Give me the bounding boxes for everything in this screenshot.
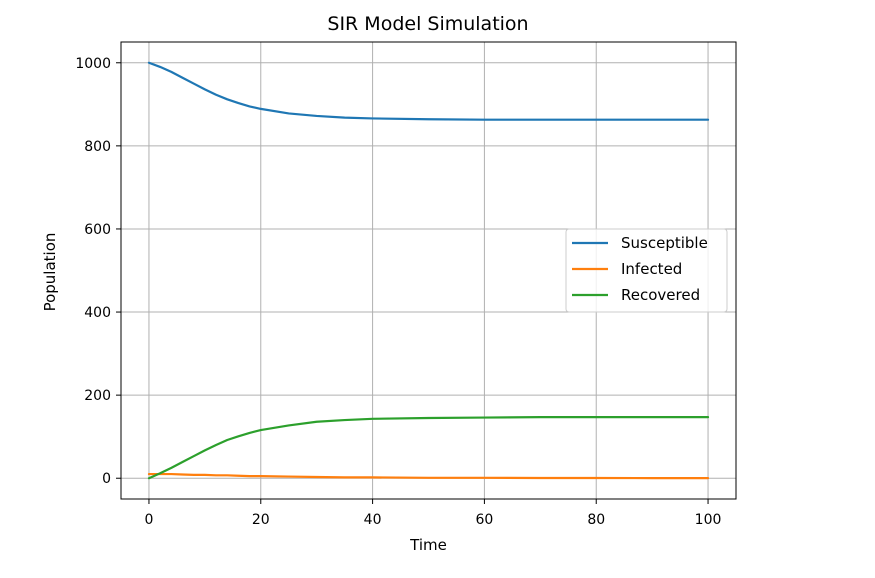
legend-label: Recovered <box>621 286 700 304</box>
x-tick-label: 40 <box>364 512 382 528</box>
plot-frame <box>120 41 737 500</box>
y-tick-label: 1000 <box>75 56 111 72</box>
series-line-susceptible <box>147 61 710 121</box>
y-tick-label: 600 <box>84 222 111 238</box>
x-axis-label: Time <box>409 536 447 554</box>
chart-title: SIR Model Simulation <box>327 13 528 35</box>
y-axis-label: Population <box>41 233 59 312</box>
legend-label: Infected <box>621 260 682 278</box>
legend: Susceptible Infected Recovered <box>565 228 728 313</box>
series-line-infected <box>147 472 710 480</box>
x-tick-label: 60 <box>475 512 493 528</box>
x-tick-label: 20 <box>252 512 270 528</box>
legend-box <box>565 228 728 313</box>
y-tick-label: 400 <box>84 305 111 321</box>
y-tick-label: 0 <box>102 471 111 487</box>
y-tick-label: 800 <box>84 139 111 155</box>
y-tick-label: 200 <box>84 388 111 404</box>
x-tick-label: 80 <box>587 512 605 528</box>
x-tick-label: 100 <box>695 512 722 528</box>
x-tick-label: 0 <box>144 512 153 528</box>
series-layer <box>147 61 710 480</box>
legend-label: Susceptible <box>621 234 708 252</box>
series-line-recovered <box>147 416 710 480</box>
